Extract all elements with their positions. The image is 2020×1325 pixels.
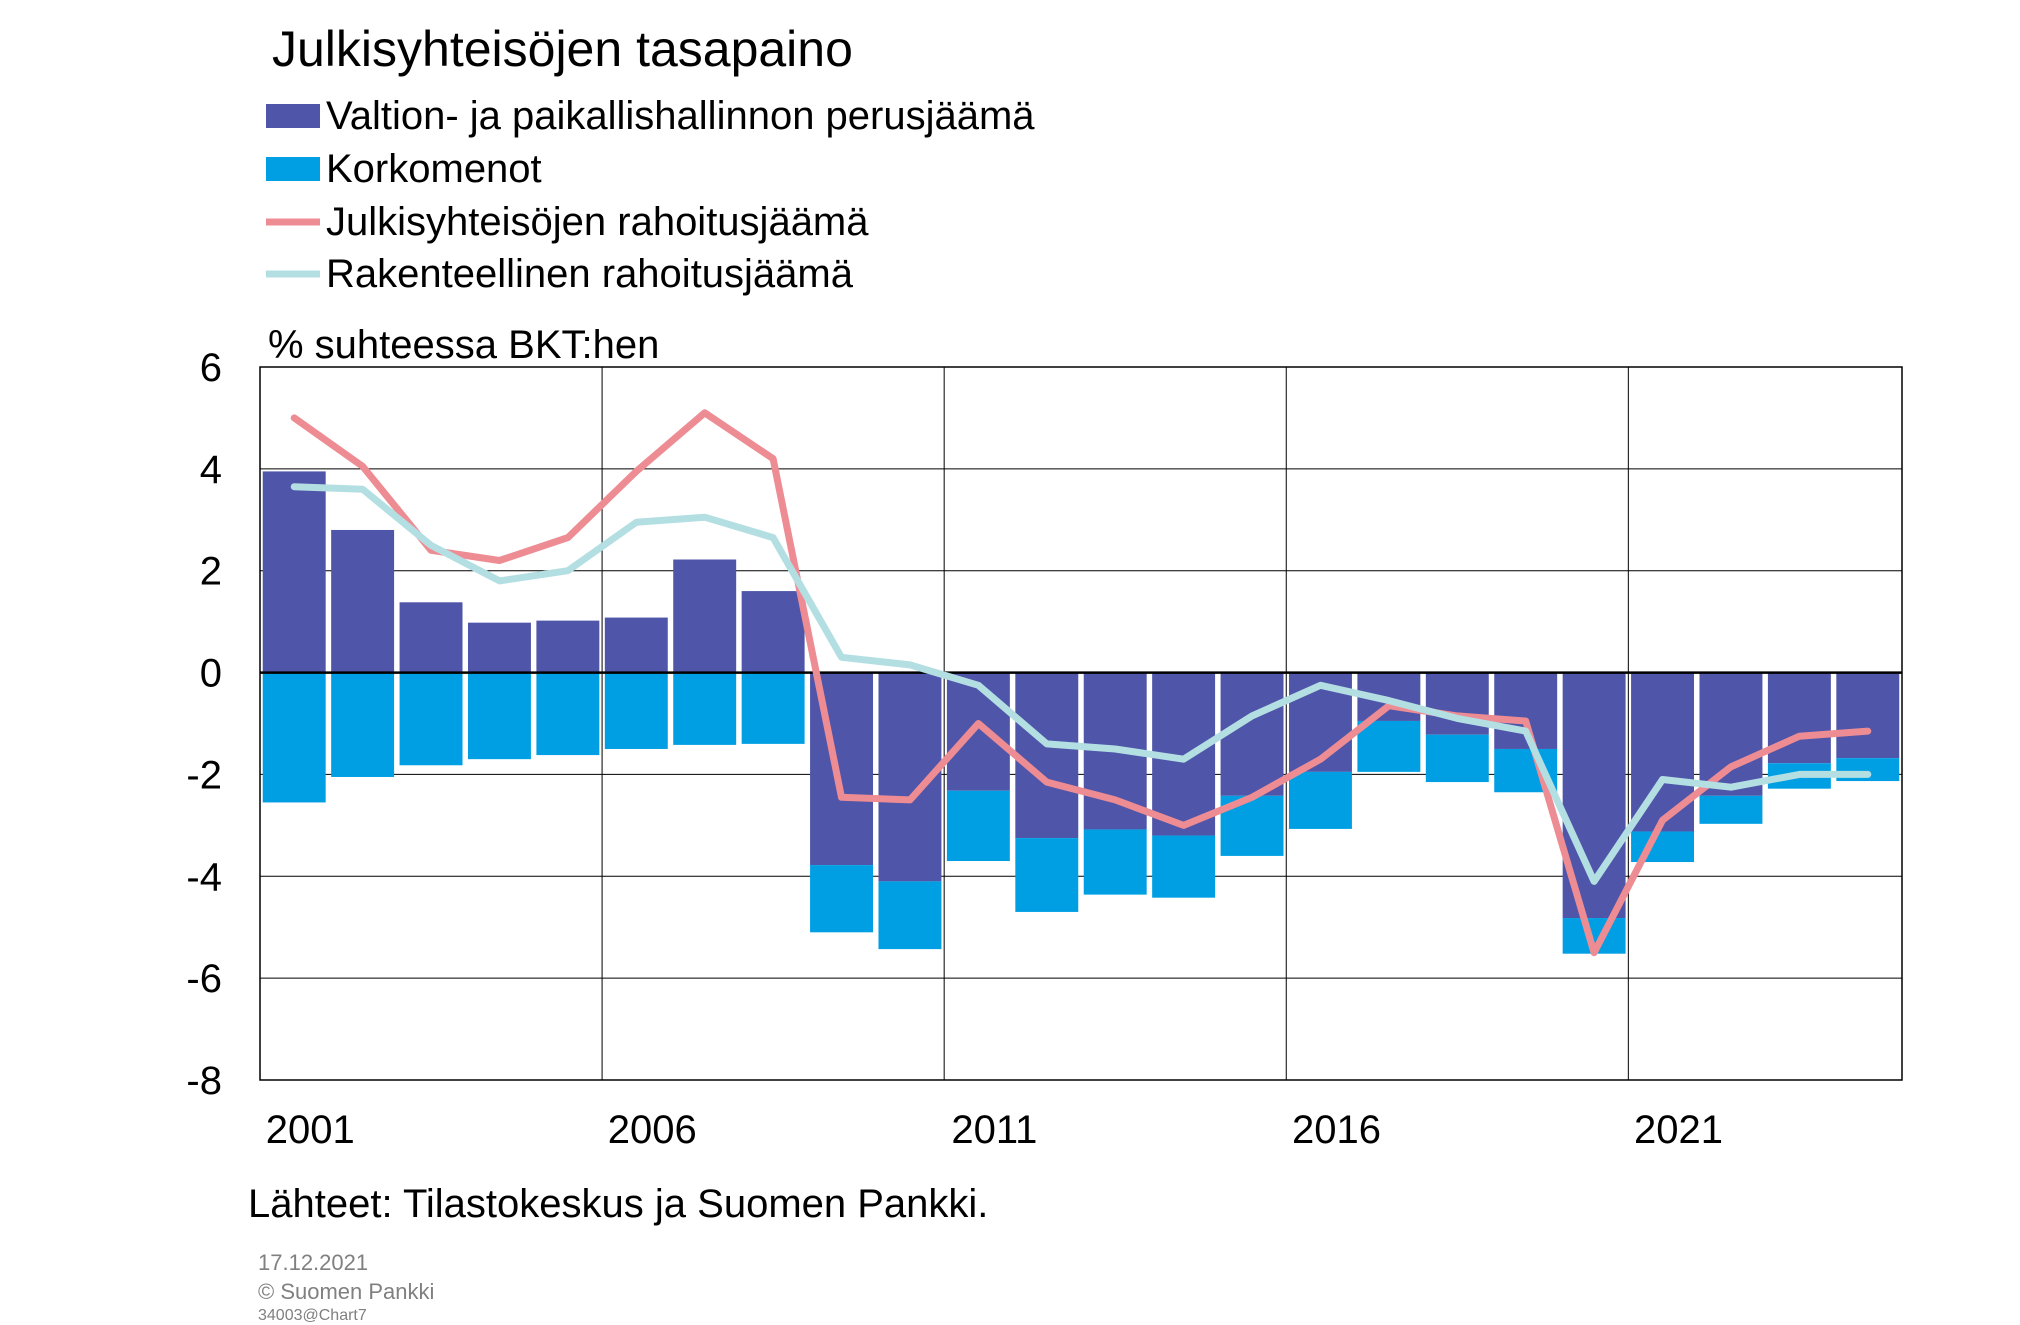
y-tick-label-7: -8 [186, 1059, 222, 1103]
bar-s1-2012 [1015, 838, 1079, 912]
x-tick-labels: 2001 2006 2011 2016 2021 [266, 1108, 1723, 1152]
legend-label-3: Julkisyhteisöjen rahoitusjäämä [326, 200, 869, 244]
bar-s1-2002 [331, 672, 395, 777]
legend-label-2: Korkomenot [326, 147, 542, 191]
plot-frame [259, 366, 1903, 1081]
legend-label-1: Valtion- ja paikallishallinnon perusjääm… [326, 94, 1035, 138]
bar-s0-2012 [1015, 672, 1079, 839]
y-tick-labels: 6 4 2 0 -2 -4 -6 -8 [186, 346, 222, 1103]
y-tick-label-0: 6 [200, 346, 222, 390]
footer-date: 17.12.2021 [258, 1250, 369, 1275]
bar-s0-2008 [741, 591, 805, 673]
legend-swatch-bar-2 [266, 157, 320, 181]
bar-s1-2013 [1083, 829, 1147, 895]
bar-s0-2004 [467, 622, 531, 673]
y-tick-label-5: -4 [186, 855, 222, 899]
bar-s1-2004 [467, 672, 531, 760]
y-tick-label-6: -6 [186, 957, 222, 1001]
bar-s1-2022 [1699, 795, 1763, 824]
bars [262, 471, 1900, 954]
bar-s0-2006 [604, 617, 668, 673]
line-series-3 [290, 483, 1872, 885]
bar-s0-2015 [1220, 672, 1284, 796]
source-note: Lähteet: Tilastokeskus ja Suomen Pankki. [248, 1182, 988, 1226]
bar-s1-2014 [1152, 835, 1216, 898]
y-tick-label-2: 2 [200, 550, 222, 594]
legend-swatch-bar-1 [266, 104, 320, 128]
bar-s0-2002 [331, 529, 395, 673]
bar-s1-2008 [741, 672, 805, 744]
x-tick-label-3: 2016 [1292, 1108, 1381, 1152]
bar-s0-2022 [1699, 672, 1763, 796]
bar-s0-2003 [399, 602, 463, 673]
y-tick-label-3: 0 [200, 652, 222, 696]
bar-s0-2007 [673, 559, 737, 673]
bar-s1-2005 [536, 672, 600, 756]
bar-s1-2001 [262, 672, 326, 803]
bar-s1-2006 [604, 672, 668, 749]
chart-title: Julkisyhteisöjen tasapaino [272, 21, 853, 77]
series-lines [290, 409, 1872, 957]
bar-s1-2003 [399, 672, 463, 766]
x-tick-label-4: 2021 [1634, 1108, 1723, 1152]
bar-s1-2017 [1357, 720, 1421, 772]
footer-chart-id: 34003@Chart7 [258, 1307, 367, 1324]
bar-s1-2007 [673, 672, 737, 745]
legend-label-4: Rakenteellinen rahoitusjäämä [326, 252, 854, 296]
y-tick-label-4: -2 [186, 753, 222, 797]
y-tick-label-1: 4 [200, 448, 222, 492]
bar-s1-2018 [1425, 734, 1489, 783]
footer-copyright: © Suomen Pankki [258, 1279, 435, 1304]
x-tick-label-1: 2006 [608, 1108, 697, 1152]
bar-s0-2024 [1836, 672, 1900, 759]
legend: Valtion- ja paikallishallinnon perusjääm… [266, 94, 1035, 296]
line-series-2 [290, 409, 1872, 957]
y-axis-label: % suhteessa BKT:hen [268, 323, 659, 367]
x-tick-label-2: 2011 [951, 1108, 1037, 1152]
x-tick-label-0: 2001 [266, 1108, 355, 1152]
bar-s0-2011 [946, 672, 1010, 791]
bar-s1-2016 [1288, 771, 1352, 829]
bar-s0-2001 [262, 471, 326, 673]
bar-s1-2010 [878, 881, 942, 950]
bar-s1-2011 [946, 790, 1010, 862]
bar-s1-2009 [810, 865, 874, 933]
bar-s0-2005 [536, 620, 600, 673]
